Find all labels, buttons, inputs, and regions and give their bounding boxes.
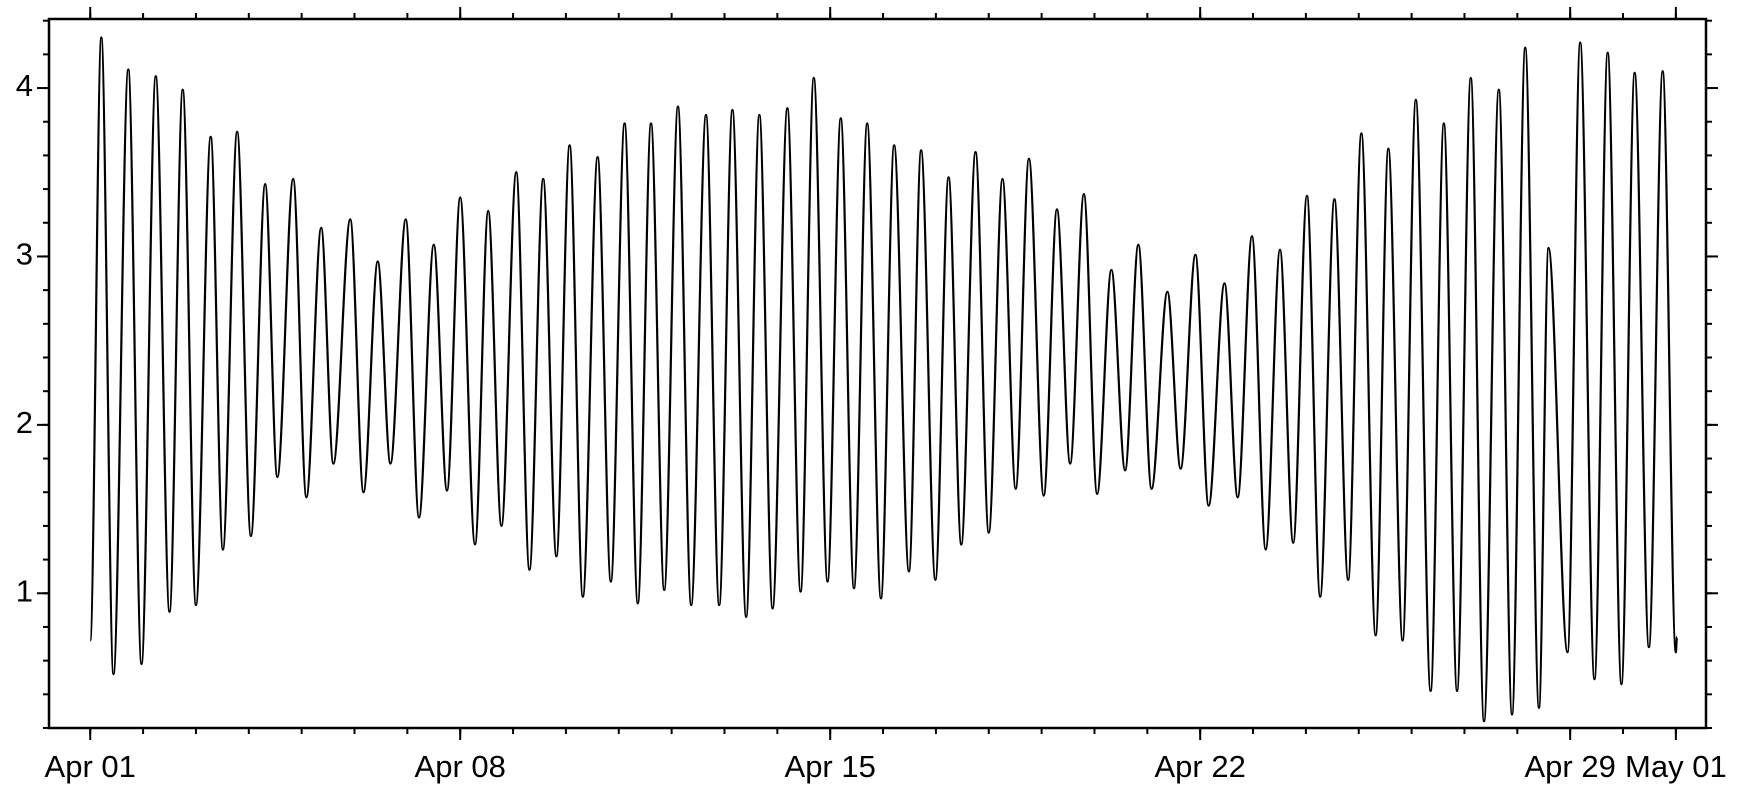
x-tick-label: Apr 01 [45, 749, 136, 784]
x-tick-label: Apr 22 [1155, 749, 1246, 784]
y-tick-label: 2 [16, 405, 33, 440]
x-tick-label: May 01 [1625, 749, 1727, 784]
x-tick-label: Apr 15 [785, 749, 876, 784]
plot-frame [47, 17, 1708, 730]
y-tick-label: 4 [16, 68, 33, 103]
x-tick-label: Apr 29 [1524, 749, 1615, 784]
y-tick-label: 3 [16, 237, 33, 272]
y-tick-label: 1 [16, 573, 33, 608]
x-tick-label: Apr 08 [415, 749, 506, 784]
data-line [89, 36, 1679, 723]
